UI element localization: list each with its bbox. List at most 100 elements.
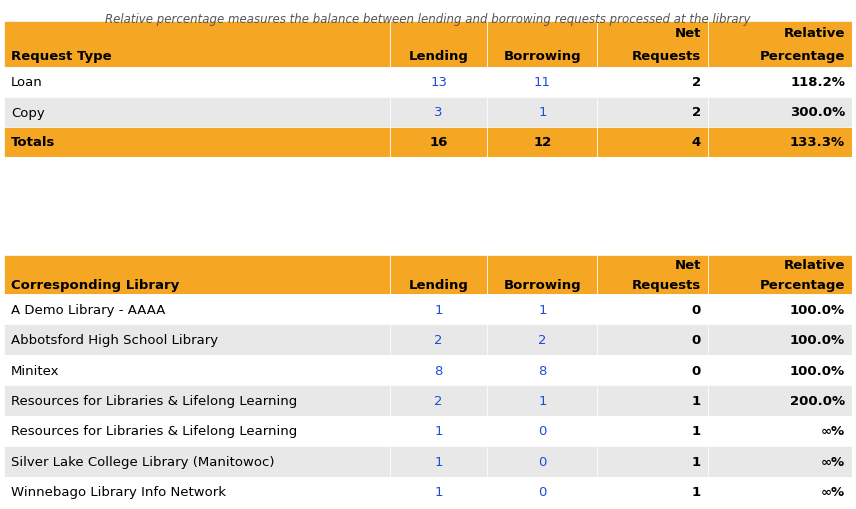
Bar xyxy=(389,98,487,128)
Text: Request Type: Request Type xyxy=(11,50,111,63)
Bar xyxy=(487,476,597,507)
Text: Lending: Lending xyxy=(408,50,468,63)
Text: Totals: Totals xyxy=(11,136,56,149)
Bar xyxy=(487,128,597,158)
Text: Corresponding Library: Corresponding Library xyxy=(11,278,179,291)
Text: Winnebago Library Info Network: Winnebago Library Info Network xyxy=(11,485,226,498)
Text: 1: 1 xyxy=(434,485,443,498)
Bar xyxy=(389,476,487,507)
Bar xyxy=(597,256,708,294)
Bar xyxy=(597,325,708,355)
Bar xyxy=(4,416,389,446)
Text: 0: 0 xyxy=(692,303,701,316)
Bar xyxy=(389,325,487,355)
Text: Percentage: Percentage xyxy=(759,278,845,291)
Bar xyxy=(597,476,708,507)
Text: 3: 3 xyxy=(434,106,443,119)
Text: 2: 2 xyxy=(692,106,701,119)
Text: 1: 1 xyxy=(692,394,701,407)
Bar xyxy=(708,256,852,294)
Text: Abbotsford High School Library: Abbotsford High School Library xyxy=(11,333,218,347)
Text: Percentage: Percentage xyxy=(759,50,845,63)
Text: 2: 2 xyxy=(538,333,547,347)
Bar xyxy=(597,355,708,385)
Bar xyxy=(708,355,852,385)
Bar xyxy=(4,325,389,355)
Text: 100.0%: 100.0% xyxy=(790,364,845,377)
Text: 4: 4 xyxy=(692,136,701,149)
Text: 1: 1 xyxy=(434,303,443,316)
Text: 2: 2 xyxy=(434,333,443,347)
Bar xyxy=(389,446,487,476)
Text: ∞%: ∞% xyxy=(821,425,845,438)
Text: Minitex: Minitex xyxy=(11,364,60,377)
Text: 0: 0 xyxy=(692,364,701,377)
Bar xyxy=(708,385,852,416)
Bar xyxy=(597,385,708,416)
Text: 1: 1 xyxy=(434,455,443,468)
Text: Relative percentage measures the balance between lending and borrowing requests : Relative percentage measures the balance… xyxy=(105,13,751,25)
Text: 16: 16 xyxy=(430,136,448,149)
Bar xyxy=(487,294,597,325)
Text: 133.3%: 133.3% xyxy=(790,136,845,149)
Bar xyxy=(487,416,597,446)
Bar xyxy=(4,256,389,294)
Text: 1: 1 xyxy=(538,303,547,316)
Text: Relative: Relative xyxy=(783,27,845,40)
Text: 0: 0 xyxy=(692,333,701,347)
Text: 13: 13 xyxy=(430,76,447,89)
Bar xyxy=(487,385,597,416)
Bar xyxy=(597,22,708,68)
Text: 300.0%: 300.0% xyxy=(790,106,845,119)
Bar xyxy=(708,416,852,446)
Text: Net: Net xyxy=(675,27,701,40)
Bar xyxy=(708,446,852,476)
Bar xyxy=(487,355,597,385)
Text: 2: 2 xyxy=(692,76,701,89)
Bar xyxy=(4,355,389,385)
Bar xyxy=(597,416,708,446)
Bar xyxy=(4,294,389,325)
Bar xyxy=(708,98,852,128)
Text: 0: 0 xyxy=(538,455,547,468)
Text: 12: 12 xyxy=(533,136,551,149)
Text: 1: 1 xyxy=(538,106,547,119)
Text: Resources for Libraries & Lifelong Learning: Resources for Libraries & Lifelong Learn… xyxy=(11,394,297,407)
Bar xyxy=(389,294,487,325)
Bar xyxy=(597,98,708,128)
Bar xyxy=(487,68,597,98)
Bar xyxy=(708,128,852,158)
Bar xyxy=(4,476,389,507)
Bar xyxy=(708,325,852,355)
Text: Borrowing: Borrowing xyxy=(503,50,581,63)
Text: 1: 1 xyxy=(692,485,701,498)
Bar xyxy=(4,385,389,416)
Text: 1: 1 xyxy=(434,425,443,438)
Bar xyxy=(597,446,708,476)
Text: 100.0%: 100.0% xyxy=(790,303,845,316)
Text: 200.0%: 200.0% xyxy=(790,394,845,407)
Text: Resources for Libraries & Lifelong Learning: Resources for Libraries & Lifelong Learn… xyxy=(11,425,297,438)
Bar xyxy=(389,385,487,416)
Text: ∞%: ∞% xyxy=(821,485,845,498)
Text: A Demo Library - AAAA: A Demo Library - AAAA xyxy=(11,303,165,316)
Text: Loan: Loan xyxy=(11,76,43,89)
Bar xyxy=(597,128,708,158)
Bar xyxy=(389,68,487,98)
Text: Net: Net xyxy=(675,259,701,272)
Text: Borrowing: Borrowing xyxy=(503,278,581,291)
Bar xyxy=(4,446,389,476)
Text: ∞%: ∞% xyxy=(821,455,845,468)
Text: 2: 2 xyxy=(434,394,443,407)
Bar xyxy=(708,22,852,68)
Text: Silver Lake College Library (Manitowoc): Silver Lake College Library (Manitowoc) xyxy=(11,455,275,468)
Bar xyxy=(4,128,389,158)
Text: 1: 1 xyxy=(692,455,701,468)
Bar xyxy=(4,68,389,98)
Bar xyxy=(4,98,389,128)
Bar xyxy=(487,22,597,68)
Text: Relative: Relative xyxy=(783,259,845,272)
Text: Requests: Requests xyxy=(632,50,701,63)
Text: 8: 8 xyxy=(538,364,547,377)
Text: 8: 8 xyxy=(434,364,443,377)
